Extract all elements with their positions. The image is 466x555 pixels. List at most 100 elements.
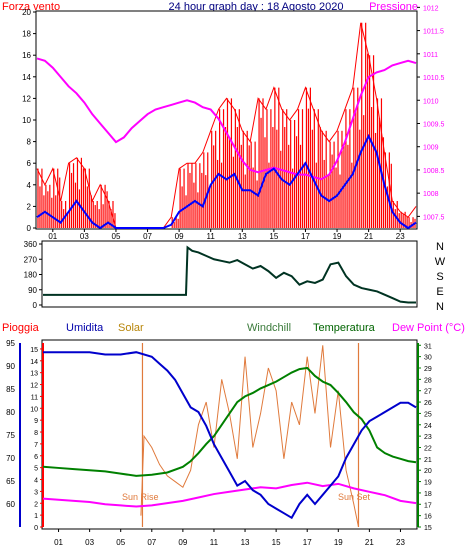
direction-tick-label: 90 bbox=[28, 286, 37, 295]
temperature-tick-label: 28 bbox=[424, 377, 432, 384]
x-tick-label: 11 bbox=[207, 232, 216, 241]
direction-tick-label: 270 bbox=[24, 255, 38, 264]
x-tick-label: 17 bbox=[301, 232, 310, 241]
humidity-tick-label: 60 bbox=[6, 500, 15, 509]
right-tick-label: 1008 bbox=[423, 191, 439, 198]
x-axis-ticks-bottom: 01 03 05 07 09 11 13 15 17 19 21 23 bbox=[54, 529, 405, 547]
x-tick-label: 15 bbox=[272, 538, 281, 547]
x-tick-label: 13 bbox=[241, 538, 250, 547]
left-tick-label: 18 bbox=[22, 30, 31, 39]
temperature-tick-label: 16 bbox=[424, 514, 432, 521]
legend-windchill: Windchill bbox=[247, 322, 291, 334]
chart-title: 24 hour graph day : 18 Agosto 2020 bbox=[169, 1, 344, 13]
x-tick-label: 13 bbox=[238, 232, 247, 241]
x-tick-label: 11 bbox=[210, 538, 219, 547]
rain-tick-label: 4 bbox=[34, 478, 38, 485]
x-tick-label: 19 bbox=[333, 232, 342, 241]
direction-tick-label: 360 bbox=[24, 240, 38, 249]
wind-pressure-panel: Forza vento 24 hour graph day : 18 Agost… bbox=[2, 1, 445, 241]
right-tick-label: 1010.5 bbox=[423, 75, 445, 82]
x-tick-label: 09 bbox=[175, 232, 184, 241]
rain-tick-label: 0 bbox=[34, 525, 38, 532]
x-tick-label: 17 bbox=[303, 538, 312, 547]
right-tick-label: 1010 bbox=[423, 98, 439, 105]
right-label: Pressione bbox=[369, 1, 418, 13]
humidity-tick-label: 95 bbox=[6, 339, 15, 348]
temperature-tick-label: 20 bbox=[424, 468, 432, 475]
humidity-axis-ticks: 60 65 70 75 80 85 90 95 bbox=[6, 339, 21, 527]
compass-label: S bbox=[436, 271, 443, 283]
rain-tick-label: 10 bbox=[30, 406, 38, 413]
left-tick-label: 6 bbox=[27, 159, 32, 168]
x-tick-label: 05 bbox=[112, 232, 121, 241]
temperature-tick-label: 29 bbox=[424, 366, 432, 373]
humidity-tick-label: 70 bbox=[6, 454, 15, 463]
right-tick-label: 1012 bbox=[423, 5, 439, 12]
temperature-tick-label: 21 bbox=[424, 457, 432, 464]
compass-label: N bbox=[436, 301, 444, 313]
temperature-tick-label: 30 bbox=[424, 355, 432, 362]
x-tick-label: 03 bbox=[85, 538, 94, 547]
solar-line bbox=[140, 345, 359, 528]
rain-tick-label: 14 bbox=[30, 359, 38, 366]
x-tick-label: 23 bbox=[396, 538, 405, 547]
temperature-tick-label: 19 bbox=[424, 480, 432, 487]
direction-series bbox=[43, 245, 416, 304]
temperature-tick-label: 18 bbox=[424, 491, 432, 498]
rain-tick-label: 15 bbox=[30, 347, 38, 354]
left-tick-label: 4 bbox=[27, 181, 32, 190]
rain-tick-label: 2 bbox=[34, 501, 38, 508]
atmosphere-panel: Pioggia Umidita Solar Windchill Temperat… bbox=[2, 322, 465, 547]
gust-line bbox=[36, 22, 417, 229]
x-tick-label: 23 bbox=[396, 232, 405, 241]
dewpoint-line bbox=[42, 481, 417, 508]
temperature-tick-label: 24 bbox=[424, 423, 432, 430]
x-tick-label: 09 bbox=[178, 538, 187, 547]
humidity-tick-label: 75 bbox=[6, 431, 15, 440]
legend-temperatura: Temperatura bbox=[313, 322, 376, 334]
left-tick-label: 16 bbox=[22, 51, 31, 60]
right-axis-ticks: 1007.5 1008 1008.5 1009 1009.5 1010 1010.5 1011… bbox=[417, 5, 445, 221]
rain-tick-label: 12 bbox=[30, 383, 38, 390]
compass-label: E bbox=[436, 286, 443, 298]
plot-area-direction bbox=[41, 240, 418, 308]
temperature-tick-label: 15 bbox=[424, 525, 432, 532]
left-tick-label: 10 bbox=[22, 116, 31, 125]
x-tick-label: 21 bbox=[365, 538, 374, 547]
humidity-line bbox=[43, 351, 417, 520]
left-tick-label: 2 bbox=[27, 202, 32, 211]
sunrise-label: Sun Rise bbox=[122, 492, 159, 502]
direction-line bbox=[43, 245, 416, 304]
legend-pioggia: Pioggia bbox=[2, 322, 40, 334]
plot-area-bottom bbox=[41, 339, 418, 530]
left-tick-label: 8 bbox=[27, 138, 32, 147]
rain-tick-label: 3 bbox=[34, 489, 38, 496]
legend-dewpoint: Dew Point (°C) bbox=[392, 322, 465, 334]
right-tick-label: 1011.5 bbox=[423, 29, 444, 36]
left-tick-label: 20 bbox=[22, 8, 31, 17]
right-tick-label: 1009.5 bbox=[423, 121, 445, 128]
rain-tick-label: 13 bbox=[30, 371, 38, 378]
legend-solar: Solar bbox=[118, 322, 144, 334]
bottom-series bbox=[42, 343, 417, 528]
temperature-tick-label: 27 bbox=[424, 389, 432, 396]
compass-label: W bbox=[435, 256, 446, 268]
temperature-tick-label: 17 bbox=[424, 502, 432, 509]
x-tick-label: 07 bbox=[143, 232, 152, 241]
temperature-tick-label: 25 bbox=[424, 411, 432, 418]
legend-umidita: Umidita bbox=[66, 322, 104, 334]
right-tick-label: 1009 bbox=[423, 145, 439, 152]
temperature-tick-label: 23 bbox=[424, 434, 432, 441]
humidity-tick-label: 90 bbox=[6, 362, 15, 371]
left-tick-label: 12 bbox=[22, 94, 31, 103]
top-series bbox=[36, 22, 417, 230]
direction-tick-label: 180 bbox=[24, 271, 38, 280]
compass-label: N bbox=[436, 241, 444, 253]
rain-tick-label: 7 bbox=[34, 442, 38, 449]
x-tick-label: 21 bbox=[364, 232, 373, 241]
x-tick-label: 01 bbox=[54, 538, 63, 547]
